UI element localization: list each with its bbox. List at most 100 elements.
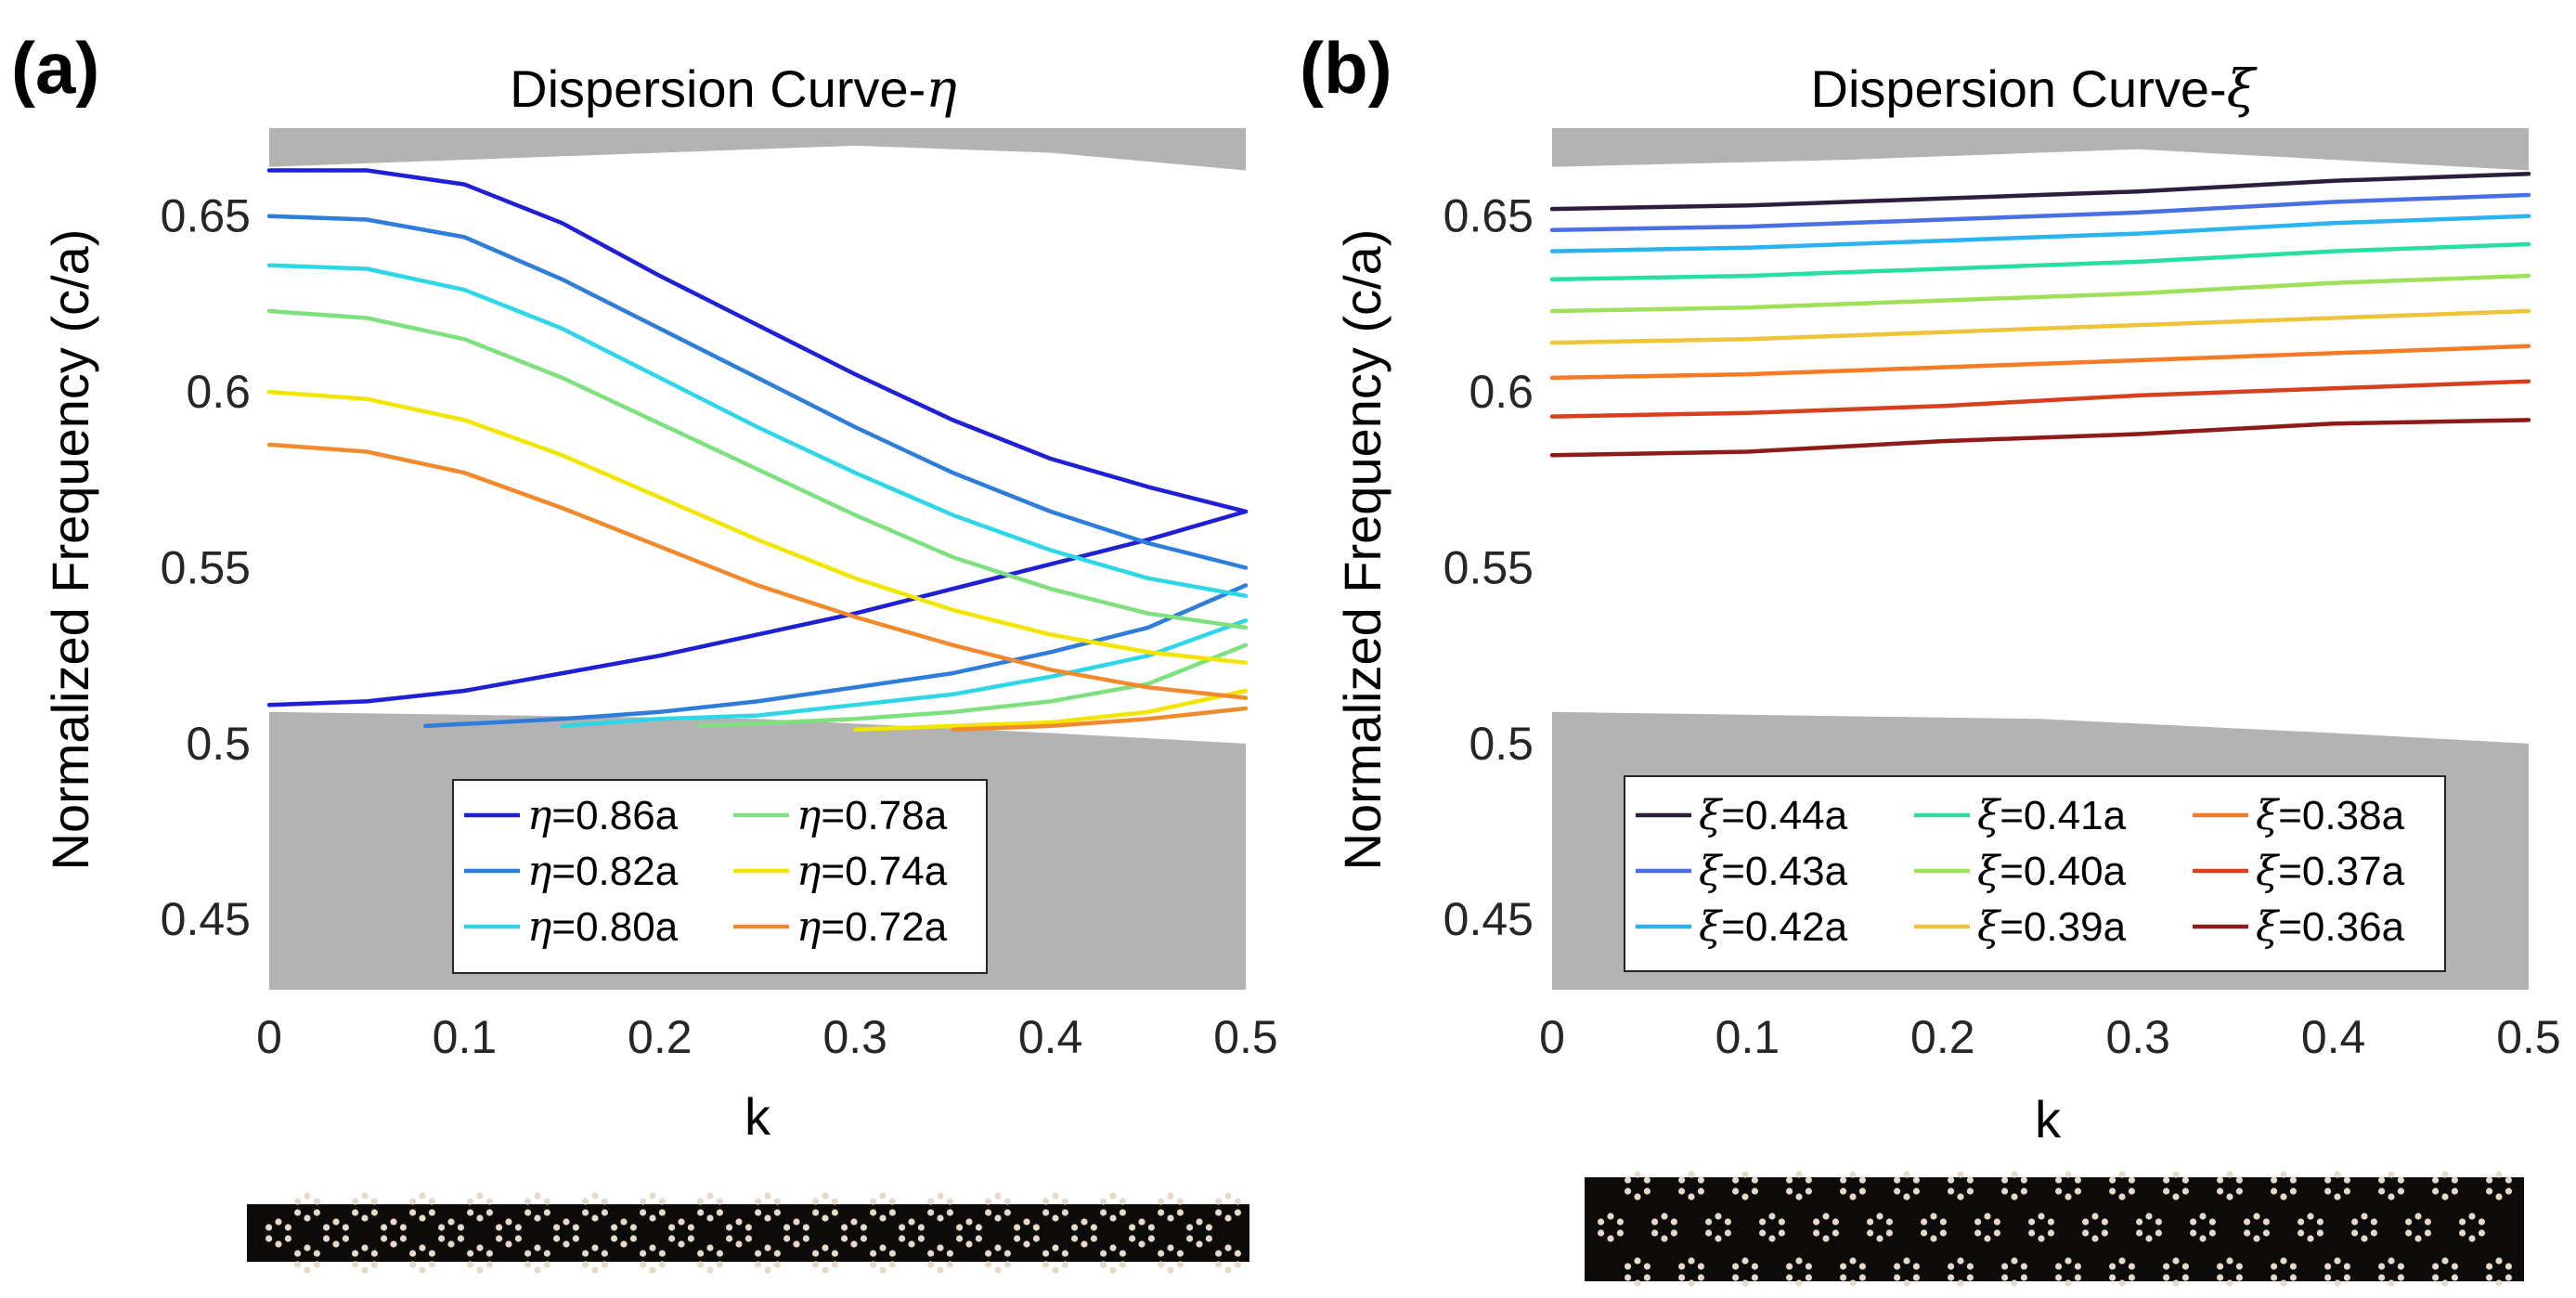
lattice-hole [1616,1229,1624,1237]
panel-a-xlabel: k [744,1087,771,1146]
lattice-hole [1741,1193,1749,1201]
lattice-hole [764,1192,771,1200]
lattice-hole [485,1261,494,1268]
lattice-hole [2172,1257,2180,1265]
legend-symbol: η [796,792,821,839]
lattice-hole [2405,1229,2413,1237]
legend-value: =0.39a [2000,904,2126,950]
lattice-hole [2074,1274,2081,1281]
lattice-hole [1003,1209,1011,1216]
lattice-hole [2074,1176,2081,1184]
lattice-hole [370,1261,378,1268]
panel-b-ylabel: Normalized Frequency (c/a) [1333,229,1392,871]
lattice-hole [2324,1188,2332,1195]
lattice-hole [572,1224,580,1231]
lattice-hole [428,1250,435,1257]
lattice-hole [1090,1235,1097,1242]
lattice-hole [1224,1214,1232,1222]
lattice-hole [2001,1176,2009,1184]
lattice-hole [2235,1263,2243,1270]
lattice-hole [1634,1257,1641,1265]
lattice-hole [1625,1188,1632,1195]
lattice-hole [313,1198,320,1205]
lattice-hole [1071,1235,1079,1242]
lattice-hole [822,1192,829,1200]
legend-box [1624,775,2446,972]
lattice-hole [611,1235,618,1242]
lattice-hole [1948,1274,1955,1281]
lattice-hole [965,1218,973,1226]
lattice-hole [1634,1171,1641,1178]
lattice-hole [620,1218,628,1226]
lattice-hole [1196,1218,1203,1226]
lattice-hole [2145,1235,2153,1242]
lattice-hole [658,1209,667,1216]
lattice-hole [1081,1240,1088,1248]
lattice-hole [1741,1257,1749,1265]
lattice-hole [1688,1257,1695,1265]
lattice-hole [831,1261,839,1268]
series-line-4-lower [696,643,1249,729]
lattice-hole [2478,1229,2485,1237]
lattice-hole [1921,1229,1928,1237]
lattice-hole [975,1224,982,1231]
lattice-hole [2289,1188,2297,1195]
lattice-hole [505,1240,512,1248]
lattice-hole [1966,1263,1974,1270]
lattice-hole [2495,1171,2503,1178]
lattice-hole [1948,1263,1955,1270]
lattice-hole [2343,1263,2350,1270]
lattice-hole [2262,1229,2270,1237]
lattice-hole [2065,1257,2072,1265]
lattice-hole [2082,1229,2090,1237]
lattice-hole [2307,1213,2314,1220]
lattice-hole [2505,1274,2512,1281]
lattice-hole [1876,1213,1883,1220]
lattice-hole [2414,1213,2422,1220]
lattice-hole [1052,1266,1059,1274]
lattice-hole [1885,1218,1893,1226]
lattice-hole [2011,1279,2018,1287]
lattice-hole [860,1235,868,1242]
lattice-hole [927,1209,935,1216]
lattice-hole [946,1198,953,1205]
legend-value: =0.74a [821,849,947,894]
lattice-hole [1158,1261,1165,1268]
lattice-hole [323,1224,330,1231]
lattice-hole [1042,1261,1050,1268]
lattice-hole [1625,1274,1632,1281]
lattice-hole [1670,1218,1677,1226]
lattice-hole [629,1224,638,1231]
lattice-hole [870,1250,877,1257]
lattice-hole [1643,1274,1650,1281]
lattice-hole [2172,1171,2180,1178]
lattice-hole [2370,1229,2377,1237]
lattice-hole [505,1218,512,1226]
lattice-hole [812,1209,820,1216]
lattice-hole [1741,1279,1749,1287]
lattice-hole [2217,1188,2224,1195]
lattice-hole [1643,1188,1650,1195]
lattice-hole [658,1198,667,1205]
lattice-hole [2235,1188,2243,1195]
series-line-3-upper [266,263,1249,599]
lattice-hole [946,1209,953,1216]
lattice-hole [956,1224,964,1231]
lattice-hole [2334,1257,2341,1265]
x-tick-label: 0.4 [1018,1011,1083,1063]
lattice-hole [467,1209,474,1216]
lattice-hole [1741,1171,1749,1178]
legend-symbol: η [796,903,821,951]
lattice-hole [485,1250,494,1257]
lattice-hole [2217,1274,2224,1281]
x-tick-label: 0.3 [822,1011,887,1063]
lattice-hole [870,1209,877,1216]
lattice-hole [1234,1250,1241,1257]
lattice-hole [582,1209,589,1216]
lattice-hole [361,1214,369,1222]
lattice-hole [1939,1229,1947,1237]
lattice-hole [2451,1274,2458,1281]
lattice-hole [1903,1279,1910,1287]
lattice-hole [1109,1192,1117,1200]
lattice-hole [2172,1279,2180,1287]
